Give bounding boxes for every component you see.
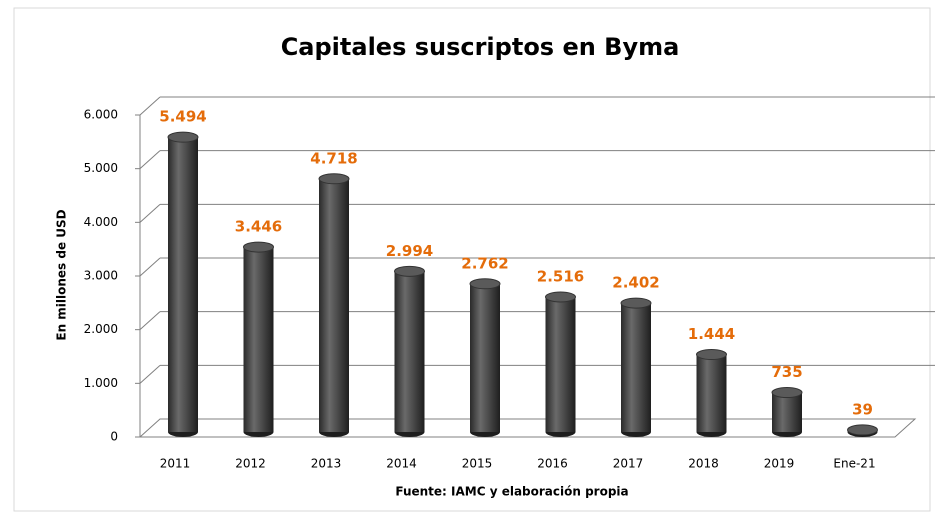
data-label: 2.516 — [537, 267, 584, 285]
data-label: 2.762 — [461, 254, 508, 272]
x-tick-label: 2012 — [235, 457, 266, 471]
data-label: 3.446 — [235, 218, 282, 236]
chart-title: Capitales suscriptos en Byma — [281, 33, 680, 61]
bar — [168, 137, 198, 432]
bar-top — [620, 297, 652, 309]
data-label: 5.494 — [159, 108, 206, 126]
grid-line — [139, 311, 161, 331]
x-tick-label: 2018 — [688, 457, 719, 471]
bar — [319, 178, 349, 432]
grid-line — [139, 150, 161, 170]
y-tick-label: 4.000 — [84, 215, 118, 229]
bar-top — [243, 241, 274, 253]
x-tick-label: 2019 — [764, 457, 795, 471]
bar — [621, 303, 651, 432]
bar — [470, 283, 500, 432]
x-tick-label: 2011 — [160, 457, 191, 471]
y-tick-label: 6.000 — [84, 108, 118, 122]
x-tick-label: 2017 — [613, 457, 644, 471]
bar — [394, 271, 425, 432]
bar-top — [545, 291, 576, 303]
bar — [696, 354, 727, 432]
bar-top — [696, 349, 727, 361]
y-tick-label: 3.000 — [84, 269, 118, 283]
bar — [243, 247, 274, 432]
x-tick-label: 2016 — [537, 457, 568, 471]
x-tick-label: 2013 — [311, 457, 342, 471]
data-label: 2.994 — [386, 242, 433, 260]
y-tick-label: 0 — [110, 430, 118, 444]
y-tick-label: 5.000 — [84, 161, 118, 175]
x-tick-label: 2015 — [462, 457, 493, 471]
bar-top — [394, 265, 425, 277]
bar — [772, 392, 802, 432]
data-label: 1.444 — [688, 325, 735, 343]
grid-line — [139, 257, 161, 277]
x-tick-label: 2014 — [386, 457, 417, 471]
bar-top — [167, 131, 199, 143]
x-tick-label: Ene-21 — [833, 457, 875, 471]
grid-line — [139, 96, 161, 116]
bar-top — [318, 173, 350, 185]
source-note: Fuente: IAMC y elaboración propia — [395, 485, 628, 499]
data-label: 4.718 — [310, 149, 357, 167]
data-label: 2.402 — [612, 274, 659, 292]
bar-top — [469, 278, 501, 290]
data-label: 735 — [771, 363, 802, 381]
y-axis-label: En millones de USD — [55, 209, 69, 340]
data-label: 39 — [852, 400, 873, 418]
y-tick-label: 2.000 — [84, 322, 118, 336]
bar — [545, 296, 576, 432]
bar-top — [771, 387, 803, 399]
y-tick-label: 1.000 — [84, 376, 118, 390]
bar-top — [847, 424, 878, 436]
grid-line — [139, 364, 161, 384]
grid-line — [139, 203, 161, 223]
